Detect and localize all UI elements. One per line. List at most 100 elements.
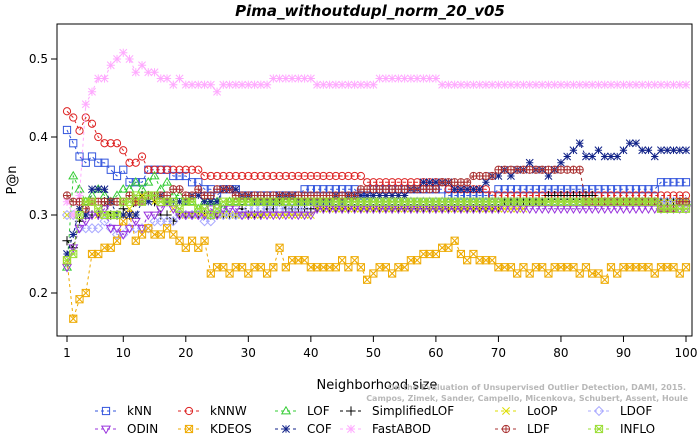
data-point-kdeos	[600, 275, 609, 284]
legend-label-knnw: kNNW	[210, 404, 247, 418]
data-point-knn	[606, 185, 616, 194]
series-ldf	[62, 165, 691, 213]
data-point-fastabod	[162, 74, 172, 83]
y-tick-label: 0.2	[29, 286, 48, 300]
y-tick-label: 0.4	[29, 130, 48, 144]
data-point-fastabod	[381, 74, 390, 83]
data-point-odin	[262, 211, 273, 221]
data-point-fastabod	[556, 80, 566, 89]
legend-marker-loop	[502, 407, 510, 415]
data-point-knn	[494, 185, 503, 194]
data-point-fastabod	[131, 68, 140, 77]
data-point-odin	[568, 205, 579, 214]
data-point-knn	[506, 185, 516, 194]
data-point-knn	[594, 185, 603, 194]
x-tick-label: 1	[63, 346, 71, 360]
data-point-fastabod	[269, 74, 278, 83]
data-point-fastabod	[137, 61, 147, 70]
data-point-fastabod	[563, 80, 572, 89]
data-point-knnw	[313, 171, 322, 181]
data-point-cof	[100, 185, 109, 194]
data-point-odin	[305, 211, 316, 221]
data-point-odin	[474, 205, 485, 214]
y-tick-label: 0.5	[29, 52, 48, 66]
legend-label-ldf: LDF	[527, 422, 550, 434]
data-point-knnw	[175, 165, 184, 174]
data-point-knnw	[131, 158, 140, 167]
data-point-lof	[230, 196, 241, 206]
data-point-cof	[594, 146, 603, 155]
data-point-knn	[650, 185, 659, 194]
legend-label-inflo: INFLO	[620, 422, 655, 434]
data-point-lof	[68, 170, 79, 180]
data-point-kdeos	[269, 263, 278, 272]
data-point-knnw	[169, 165, 178, 174]
data-point-odin	[299, 211, 310, 221]
data-point-cof	[644, 146, 653, 155]
data-point-cof	[650, 152, 659, 161]
data-point-knnw	[319, 171, 328, 181]
data-point-fastabod	[219, 80, 228, 89]
data-point-fastabod	[175, 74, 184, 83]
data-point-fastabod	[594, 80, 603, 89]
legend-item-odin: ODIN	[95, 422, 158, 434]
data-point-kdeos	[681, 263, 691, 272]
legend-item-ldof: LDOF	[588, 404, 652, 418]
data-point-knnw	[262, 171, 272, 181]
data-point-knnw	[144, 165, 153, 174]
data-point-kdeos	[94, 249, 103, 259]
data-point-cof	[450, 185, 459, 194]
data-point-odin	[111, 224, 123, 234]
data-point-odin	[393, 205, 404, 214]
data-point-cof	[682, 146, 690, 155]
data-point-odin	[430, 205, 441, 214]
data-point-inflo	[650, 197, 659, 206]
data-point-inflo	[250, 197, 259, 206]
data-point-fastabod	[87, 87, 97, 96]
data-point-odin	[562, 205, 573, 214]
data-point-odin	[587, 205, 598, 214]
data-point-odin	[424, 205, 435, 214]
data-point-knnw	[281, 171, 290, 181]
data-point-cof	[88, 185, 96, 194]
data-point-kdeos	[187, 236, 197, 245]
series-line-simplifiedlof	[66, 195, 686, 249]
data-point-kdeos	[81, 288, 90, 298]
x-tick-label: 70	[491, 346, 506, 360]
data-point-odin	[418, 205, 429, 214]
legend-marker-kdeos	[184, 424, 194, 434]
data-point-odin	[268, 211, 279, 221]
data-point-odin	[443, 205, 454, 214]
data-point-ldof	[299, 203, 310, 214]
data-point-odin	[380, 205, 391, 214]
data-point-fastabod	[156, 74, 165, 83]
series-layer	[61, 48, 692, 323]
data-point-ldof	[93, 223, 104, 234]
legend-item-ldf: LDF	[495, 422, 550, 434]
data-point-fastabod	[200, 80, 209, 89]
data-point-odin	[86, 211, 98, 221]
data-point-odin	[68, 244, 79, 253]
data-point-kdeos	[106, 243, 115, 252]
watermark-line-2: Campos, Zimek, Sander, Campello, Micenko…	[366, 394, 688, 403]
data-point-knnw	[200, 171, 209, 181]
data-point-lof	[186, 196, 198, 206]
data-point-odin	[437, 205, 448, 214]
data-point-odin	[324, 205, 335, 214]
chart-title: Pima_withoutdupl_norm_20_v05	[235, 2, 505, 20]
legend-item-kdeos: KDEOS	[178, 422, 252, 434]
data-point-knnw	[331, 171, 340, 181]
data-point-odin	[368, 205, 379, 214]
series-kdeos	[62, 210, 691, 323]
data-point-odin	[449, 205, 460, 214]
data-point-kdeos	[300, 256, 309, 265]
data-point-odin	[255, 211, 266, 221]
x-axis-label: Neighborhood size	[317, 378, 438, 393]
legend-marker-inflo	[594, 424, 604, 434]
data-point-ldf	[431, 185, 440, 194]
data-point-knn	[175, 171, 184, 181]
data-point-odin	[493, 205, 504, 214]
data-point-knn	[87, 152, 97, 161]
legend-label-cof: COF	[307, 422, 332, 434]
data-point-cof	[131, 211, 140, 219]
